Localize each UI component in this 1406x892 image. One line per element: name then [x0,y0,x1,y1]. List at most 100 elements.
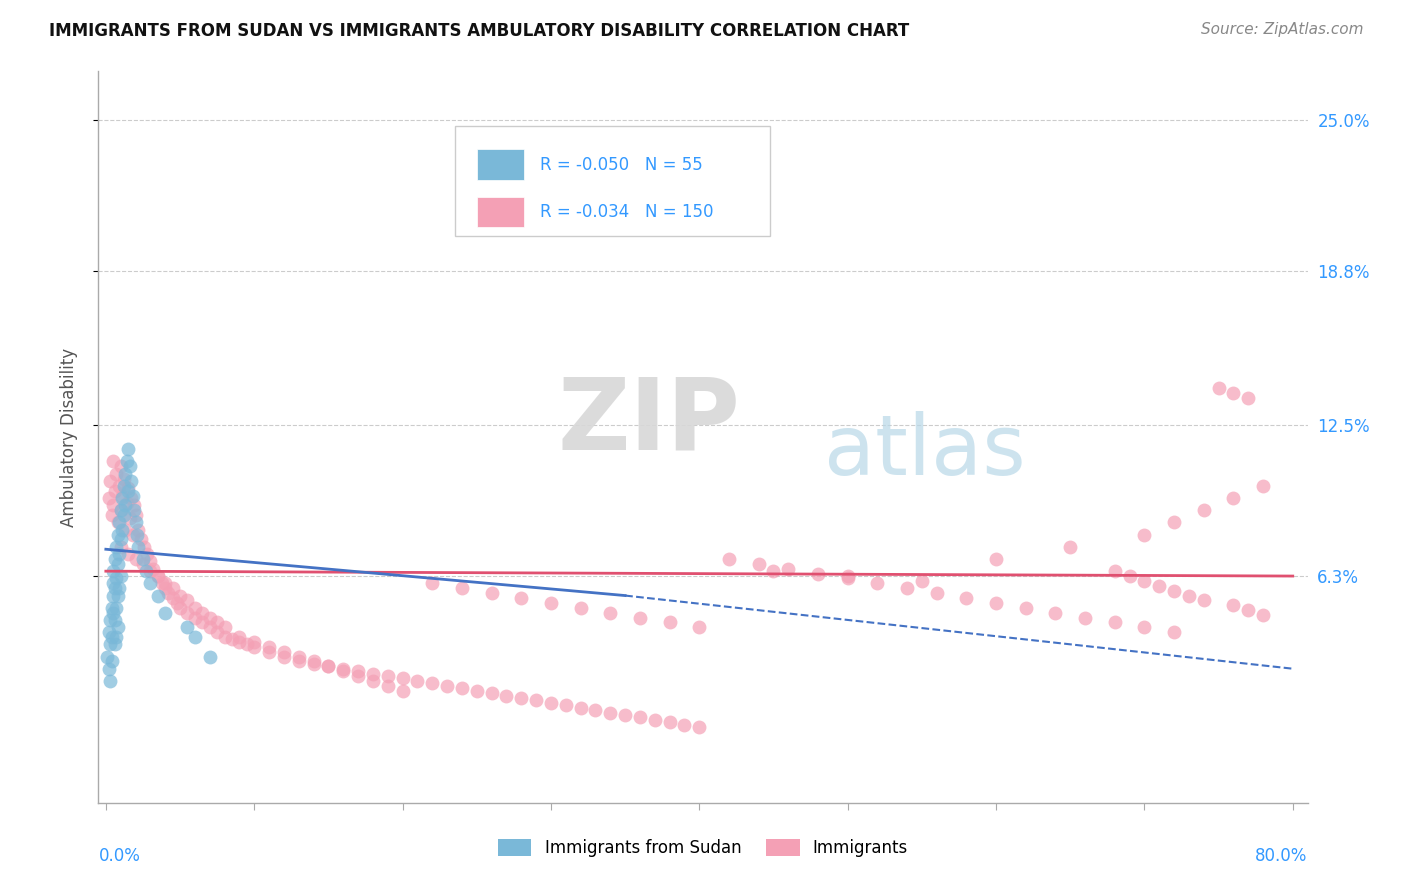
Point [481,586,503,600]
Point [302,657,325,671]
Point [569,700,592,714]
Point [146,569,169,583]
Point [100,600,122,615]
Point [243,635,266,649]
Point [100,630,122,644]
Point [107,557,129,571]
Point [104,552,127,566]
Point [120,474,142,488]
Text: R = -0.050   N = 55: R = -0.050 N = 55 [540,156,703,174]
Point [162,581,184,595]
Point [1015,600,1038,615]
Point [762,564,785,578]
Point [124,552,146,566]
Point [103,499,125,513]
Point [108,547,131,561]
Point [1251,608,1274,623]
Point [110,533,132,547]
Point [1147,579,1170,593]
Point [105,467,128,481]
Point [121,489,143,503]
Point [96,649,118,664]
Point [628,710,651,724]
Point [115,454,138,468]
Legend: Immigrants from Sudan, Immigrants: Immigrants from Sudan, Immigrants [491,832,915,864]
Point [122,499,145,513]
Point [1118,569,1140,583]
Point [1222,491,1244,505]
Point [524,693,547,707]
Point [205,615,228,630]
Point [391,683,413,698]
Point [184,610,207,624]
FancyBboxPatch shape [477,196,524,227]
Point [1059,540,1081,554]
Point [658,715,681,730]
Point [1237,391,1260,405]
Point [925,586,948,600]
Point [124,516,146,530]
Point [100,654,122,668]
Point [112,508,135,522]
Text: R = -0.034   N = 150: R = -0.034 N = 150 [540,203,713,221]
Point [1133,574,1156,588]
Point [236,637,259,651]
Point [644,713,666,727]
Point [98,637,121,651]
Point [125,527,148,541]
Point [347,664,370,678]
Point [332,662,354,676]
Point [257,645,280,659]
Point [166,596,188,610]
Point [436,679,458,693]
Text: 80.0%: 80.0% [1256,847,1308,864]
Point [139,576,162,591]
Point [377,679,399,693]
Point [287,654,309,668]
Point [107,527,129,541]
Point [1192,593,1215,607]
Point [120,491,142,505]
Point [103,589,125,603]
Point [132,552,155,566]
Point [98,474,121,488]
Point [103,564,125,578]
Point [1163,516,1185,530]
Point [318,659,340,673]
Point [465,683,488,698]
Point [221,632,243,647]
Point [153,581,176,595]
Point [1178,589,1201,603]
Point [112,479,135,493]
Point [105,600,128,615]
Point [117,483,139,498]
Point [97,625,120,640]
Point [97,662,120,676]
Point [361,666,384,681]
Point [121,527,143,541]
Point [1133,620,1156,634]
Point [117,481,139,495]
Point [146,569,169,583]
FancyBboxPatch shape [456,126,769,235]
Point [347,669,370,683]
Point [176,593,198,607]
Text: 0.0%: 0.0% [98,847,141,864]
Text: ZIP: ZIP [558,374,741,471]
Point [114,499,136,513]
Point [1104,564,1126,578]
Point [169,600,191,615]
Point [1237,603,1260,617]
Point [420,676,443,690]
Point [717,552,740,566]
Point [420,576,443,591]
Point [896,581,918,595]
Point [214,630,236,644]
Point [108,581,131,595]
Point [112,471,135,485]
Point [191,606,214,620]
Point [136,547,159,561]
Point [111,489,134,503]
Point [108,479,131,493]
Point [105,630,128,644]
